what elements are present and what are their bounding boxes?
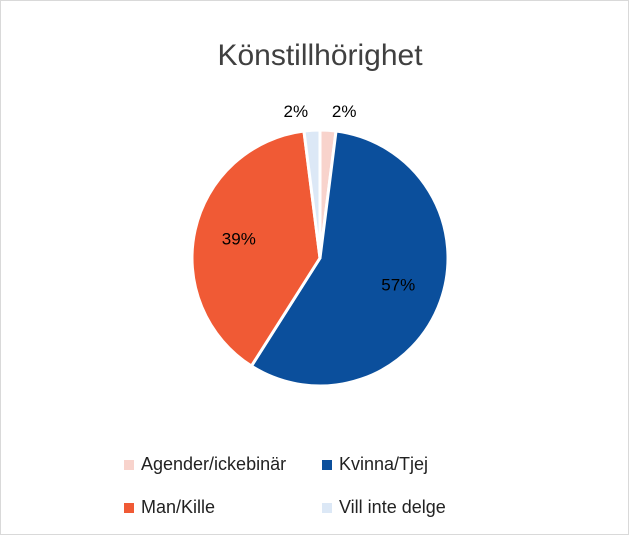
legend-label: Kvinna/Tjej bbox=[339, 454, 428, 474]
data-label: 2% bbox=[332, 102, 357, 121]
pie-slice bbox=[249, 129, 450, 388]
chart-title: Könstillhörighet bbox=[217, 39, 423, 72]
legend-swatch bbox=[322, 503, 332, 513]
legend-label: Vill inte delge bbox=[339, 497, 446, 517]
pie-slice bbox=[302, 128, 322, 259]
data-label: 2% bbox=[284, 102, 309, 121]
data-label: 57% bbox=[381, 276, 415, 295]
legend-swatch bbox=[322, 460, 332, 470]
legend-label: Agender/ickebinär bbox=[141, 454, 286, 474]
legend-swatch bbox=[124, 503, 134, 513]
legend-swatch bbox=[124, 460, 134, 470]
pie-slice bbox=[190, 129, 322, 369]
legend-label: Man/Kille bbox=[141, 497, 215, 517]
data-label: 39% bbox=[222, 229, 256, 248]
